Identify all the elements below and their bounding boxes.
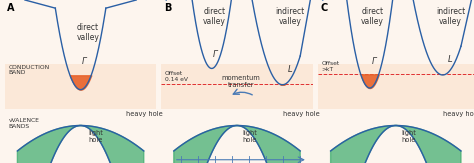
FancyBboxPatch shape: [5, 64, 156, 109]
Text: heavy hole: heavy hole: [443, 111, 474, 117]
Text: light
hole: light hole: [242, 130, 257, 143]
Text: Offset
0.14 eV: Offset 0.14 eV: [165, 71, 188, 82]
Text: Offset
>kT: Offset >kT: [321, 61, 340, 72]
Text: L: L: [448, 55, 453, 64]
Text: light
hole: light hole: [88, 130, 103, 143]
Text: momentum
transfer: momentum transfer: [221, 75, 260, 88]
Text: Γ: Γ: [371, 57, 376, 66]
Text: indirect
valley: indirect valley: [436, 7, 465, 26]
FancyBboxPatch shape: [318, 64, 474, 109]
Text: C: C: [320, 3, 328, 13]
Text: light
hole: light hole: [401, 130, 416, 143]
Text: Γ: Γ: [82, 57, 87, 66]
Text: B: B: [164, 3, 171, 13]
Text: heavy hole: heavy hole: [283, 111, 319, 117]
Text: vVALENCE
BANDS: vVALENCE BANDS: [9, 119, 39, 129]
Text: direct
valley: direct valley: [203, 7, 226, 26]
Text: A: A: [7, 3, 15, 13]
Text: CONDUCTION
BAND: CONDUCTION BAND: [9, 65, 50, 75]
Text: Γ: Γ: [213, 50, 218, 59]
FancyBboxPatch shape: [161, 64, 313, 109]
Text: direct
valley: direct valley: [77, 23, 100, 42]
Text: indirect
valley: indirect valley: [275, 7, 305, 26]
Text: heavy hole: heavy hole: [126, 111, 163, 117]
Text: L: L: [288, 65, 292, 74]
Text: direct
valley: direct valley: [361, 7, 384, 26]
